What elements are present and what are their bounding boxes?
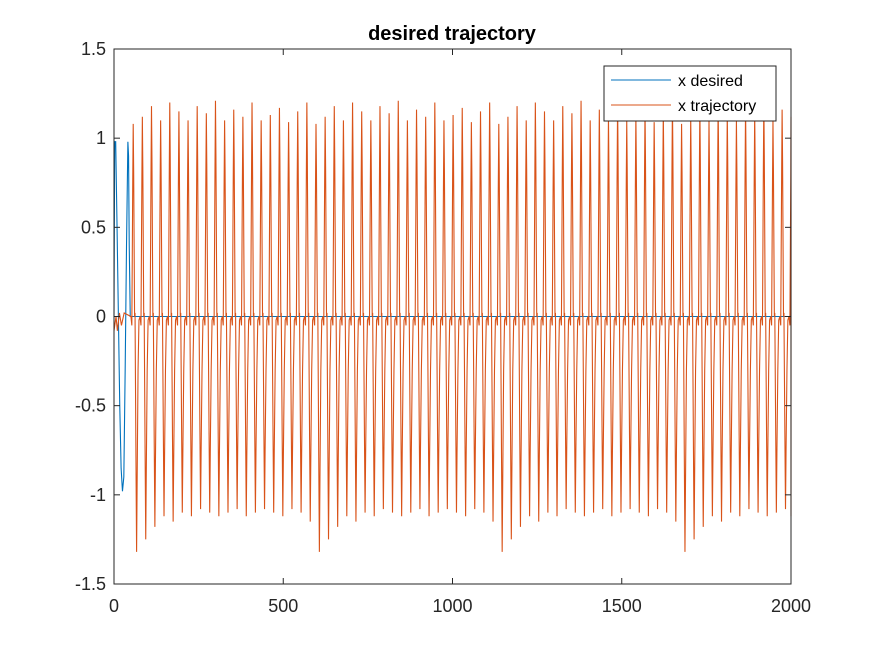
- x-tick-label: 1500: [602, 596, 642, 616]
- y-tick-label: -1: [90, 485, 106, 505]
- y-tick-label: 0.5: [81, 217, 106, 237]
- x-tick-label: 500: [268, 596, 298, 616]
- x-tick-label: 2000: [771, 596, 811, 616]
- y-tick-label: -1.5: [75, 574, 106, 594]
- y-tick-label: 0: [96, 307, 106, 327]
- y-tick-label: 1: [96, 128, 106, 148]
- x-axis: 0 500 1000 1500 2000: [109, 49, 811, 616]
- y-tick-label: -0.5: [75, 396, 106, 416]
- chart-title: desired trajectory: [368, 23, 537, 45]
- legend-label-x-desired: x desired: [678, 73, 743, 90]
- legend-box: [603, 65, 777, 122]
- legend: x desired x trajectory: [603, 65, 777, 122]
- x-tick-label: 1000: [432, 596, 472, 616]
- y-axis: 1.5 1 0.5 0 -0.5 -1 -1.5: [75, 39, 791, 594]
- series-lines: [113, 100, 792, 552]
- y-tick-label: 1.5: [81, 39, 106, 59]
- x-tick-label: 0: [109, 596, 119, 616]
- legend-label-x-trajectory: x trajectory: [678, 98, 756, 115]
- series-line-x-desired: [113, 141, 791, 492]
- series-line-x-trajectory: [113, 100, 792, 552]
